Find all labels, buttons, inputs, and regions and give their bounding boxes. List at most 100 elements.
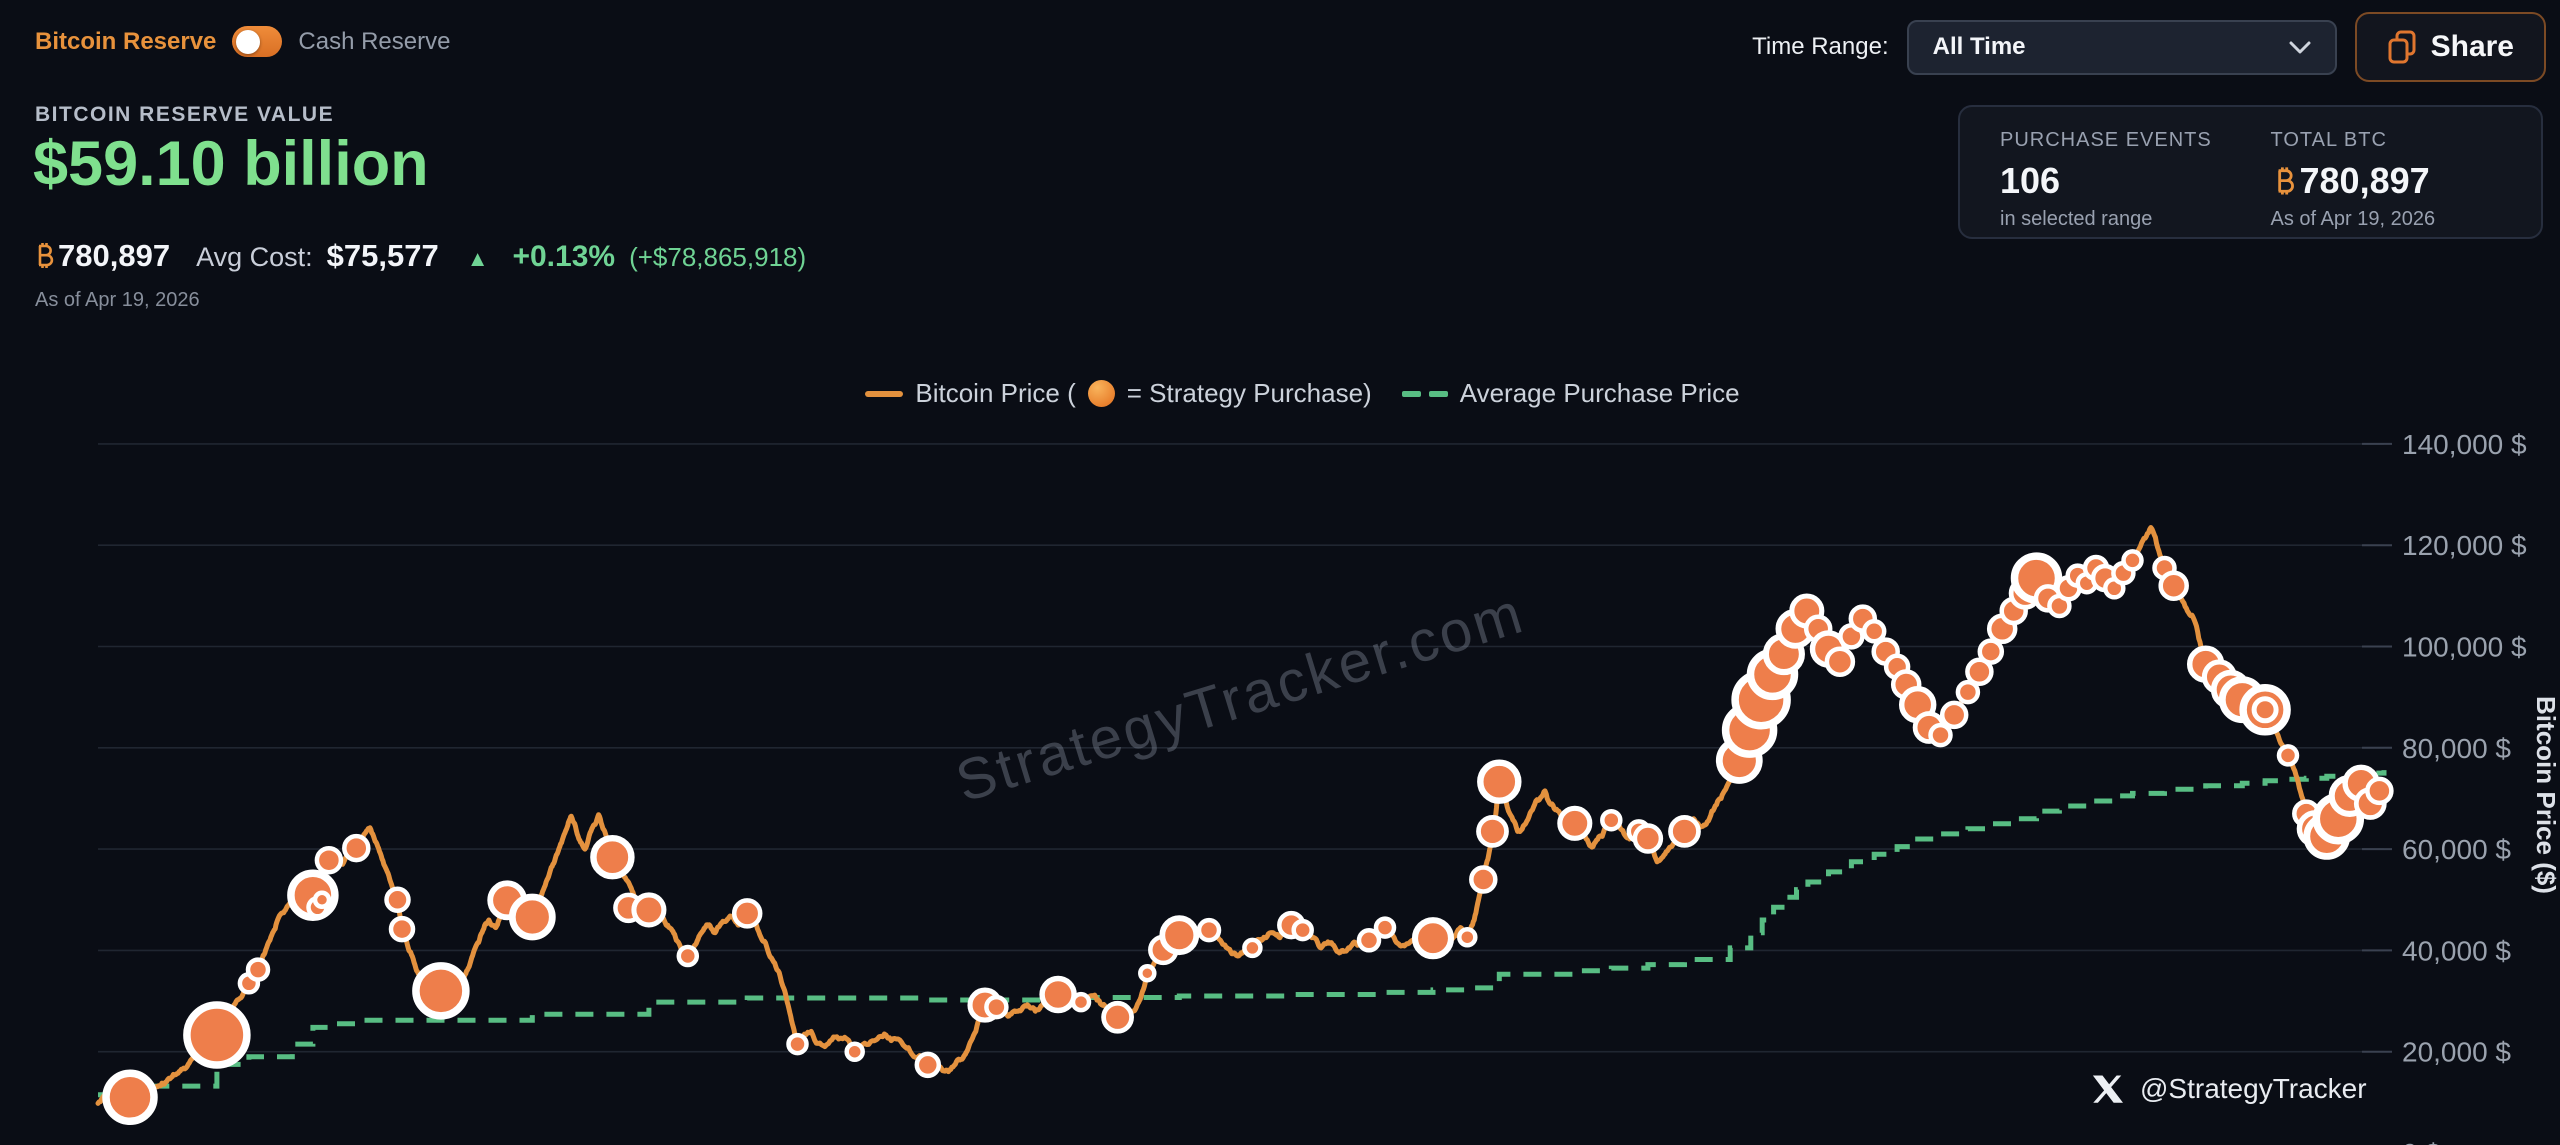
btc-amount: 780,897 — [58, 238, 171, 273]
purchase-marker[interactable] — [1557, 805, 1593, 841]
stats-card: PURCHASE EVENTS 106 in selected range TO… — [1958, 105, 2543, 239]
purchase-marker[interactable] — [1469, 865, 1498, 894]
purchase-marker[interactable] — [1242, 937, 1263, 959]
y-tick-label: 0 $ — [2402, 1138, 2441, 1145]
purchase-marker[interactable] — [1477, 759, 1522, 804]
y-tick-label: 40,000 $ — [2402, 935, 2511, 966]
purchase-marker[interactable] — [731, 898, 763, 929]
attribution: @StrategyTracker — [2092, 1073, 2367, 1105]
change-absolute: (+$78,865,918) — [629, 242, 807, 272]
purchase-marker[interactable] — [1928, 722, 1953, 748]
purchase-marker[interactable] — [1196, 917, 1222, 943]
purchase-marker[interactable] — [342, 833, 371, 863]
time-range-select[interactable]: All Time — [1906, 19, 2337, 75]
purchase-marker[interactable] — [102, 1069, 158, 1126]
watermark: StrategyTracker.com — [949, 580, 1532, 815]
purchase-marker[interactable] — [1411, 917, 1455, 960]
share-button-label: Share — [2430, 30, 2514, 63]
btc-holdings: 780,897 — [32, 238, 170, 274]
purchase-marker[interactable] — [1039, 975, 1077, 1014]
purchase-marker[interactable] — [1291, 918, 1314, 942]
purchase-marker[interactable] — [2121, 549, 2144, 572]
legend-purchase-suffix: = Strategy Purchase) — [1126, 378, 1372, 408]
purchase-marker[interactable] — [1476, 815, 1509, 848]
time-range-label: Time Range: — [1752, 33, 1889, 60]
purchase-marker[interactable] — [1861, 619, 1887, 644]
purchase-marker[interactable] — [786, 1032, 809, 1056]
y-tick-label: 140,000 $ — [2402, 429, 2527, 460]
purchase-marker[interactable] — [312, 890, 332, 910]
purchase-marker[interactable] — [1457, 926, 1478, 948]
purchase-events-stat: PURCHASE EVENTS 106 in selected range — [2000, 129, 2271, 237]
bitcoin-reserve-label[interactable]: Bitcoin Reserve — [35, 27, 217, 55]
purchase-marker[interactable] — [2365, 776, 2394, 806]
purchase-marker[interactable] — [1138, 963, 1157, 983]
reserve-value: $59.10 billion — [33, 129, 429, 199]
purchase-marker[interactable] — [1356, 928, 1382, 953]
controls-bar: Time Range: All Time Share — [1752, 12, 2546, 82]
purchase-marker[interactable] — [2158, 570, 2189, 601]
total-btc-label: TOTAL BTC — [2270, 129, 2387, 151]
legend-price-label: Bitcoin Price ( — [915, 378, 1076, 408]
purchase-marker[interactable] — [412, 962, 470, 1020]
btc-symbol-icon — [2277, 166, 2294, 194]
purchase-marker[interactable] — [2239, 684, 2291, 736]
chart-legend: Bitcoin Price ( = Strategy Purchase) Ave… — [0, 378, 2560, 409]
total-btc-sub: As of Apr 19, 2026 — [2270, 208, 2436, 230]
average-purchase-price-line — [98, 770, 2387, 1098]
purchase-marker[interactable] — [1668, 815, 1701, 848]
purchase-marker[interactable] — [1824, 646, 1856, 677]
purchase-marker-swatch — [1087, 380, 1115, 407]
total-btc-stat: TOTAL BTC 780,897 As of Apr 19, 2026 — [2271, 129, 2542, 237]
purchase-events-value: 106 — [2000, 160, 2061, 201]
chevron-down-icon — [2289, 41, 2311, 53]
purchase-marker[interactable] — [1159, 915, 1200, 956]
purchase-marker[interactable] — [388, 915, 416, 943]
y-tick-label: 80,000 $ — [2402, 733, 2511, 764]
purchase-marker[interactable] — [384, 886, 411, 914]
total-btc-value: 780,897 — [2299, 160, 2430, 201]
purchase-marker[interactable] — [1977, 638, 2005, 665]
y-tick-label: 60,000 $ — [2402, 834, 2511, 865]
purchase-marker[interactable] — [1070, 991, 1092, 1013]
btc-symbol-icon — [38, 243, 54, 268]
purchase-marker[interactable] — [676, 944, 700, 968]
purchase-marker[interactable] — [984, 994, 1009, 1020]
purchase-marker[interactable] — [631, 892, 667, 928]
purchase-marker[interactable] — [844, 1041, 865, 1062]
purchase-marker[interactable] — [314, 845, 344, 875]
y-tick-label: 20,000 $ — [2402, 1037, 2511, 1068]
time-range-value: All Time — [1932, 33, 2026, 60]
purchase-marker-ring — [2251, 696, 2279, 724]
avg-cost-value: $75,577 — [326, 238, 439, 273]
purchase-marker[interactable] — [1939, 700, 1969, 730]
legend-avg-label: Average Purchase Price — [1459, 378, 1740, 408]
purchase-marker[interactable] — [183, 1001, 251, 1069]
as-of-date: As of Apr 19, 2026 — [35, 289, 200, 311]
purchase-marker[interactable] — [508, 893, 556, 941]
reserve-toggle[interactable] — [232, 26, 283, 57]
purchase-marker[interactable] — [1600, 808, 1623, 832]
purchase-events-label: PURCHASE EVENTS — [2000, 129, 2212, 151]
toggle-knob-icon — [236, 29, 261, 54]
x-handle[interactable]: @StrategyTracker — [2140, 1073, 2367, 1104]
purchase-marker[interactable] — [1632, 823, 1664, 854]
y-tick-label: 100,000 $ — [2402, 632, 2527, 663]
y-tick-label: 120,000 $ — [2402, 530, 2527, 561]
purchase-marker[interactable] — [914, 1051, 942, 1079]
purchase-marker[interactable] — [1955, 679, 1981, 705]
reserve-toggle-row: Bitcoin Reserve Cash Reserve — [35, 26, 450, 57]
purchase-marker[interactable] — [2276, 744, 2300, 767]
cash-reserve-label[interactable]: Cash Reserve — [298, 27, 451, 55]
avg-line-swatch — [1401, 390, 1448, 397]
avg-cost-label: Avg Cost: — [196, 242, 313, 272]
share-button[interactable]: Share — [2354, 12, 2546, 82]
copy-icon — [2388, 30, 2416, 64]
purchase-marker[interactable] — [590, 834, 635, 880]
purchase-marker[interactable] — [245, 957, 271, 982]
purchase-marker[interactable] — [1101, 1000, 1134, 1034]
change-up-arrow-icon: ▲ — [466, 246, 489, 271]
purchase-marker[interactable] — [1373, 916, 1397, 939]
purchase-marker[interactable] — [1965, 657, 1994, 687]
